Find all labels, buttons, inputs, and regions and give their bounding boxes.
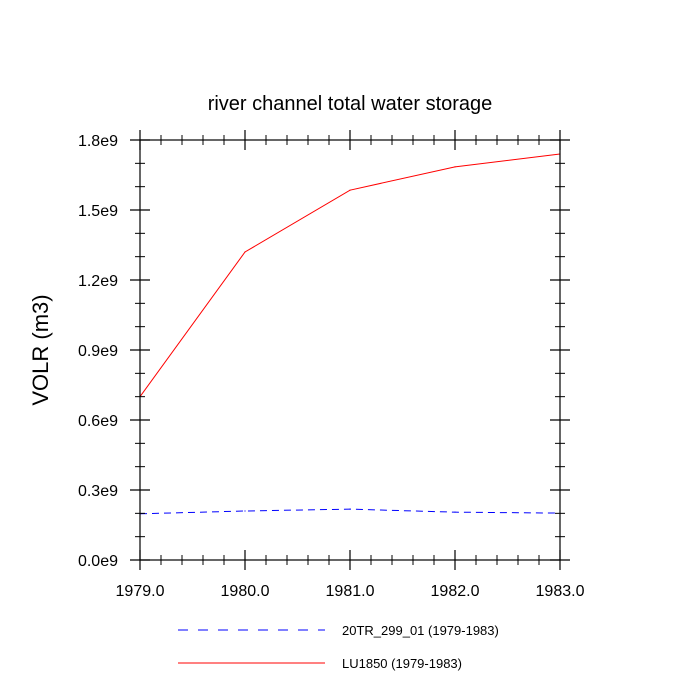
- y-tick-label: 0.6e9: [78, 413, 118, 430]
- plot-frame: [139, 139, 561, 561]
- legend-label-0: 20TR_299_01 (1979-1983): [342, 623, 499, 638]
- y-tick-label: 1.5e9: [78, 203, 118, 220]
- y-tick-label: 0.0e9: [78, 553, 118, 570]
- x-tick-label: 1979.0: [116, 583, 165, 600]
- y-axis-label: VOLR (m3): [28, 294, 53, 405]
- series-1-point-1: [244, 251, 246, 253]
- series-0-point-1: [244, 510, 246, 512]
- series-1-point-2: [349, 189, 351, 191]
- y-tick-label: 1.8e9: [78, 133, 118, 150]
- series-layer: [139, 153, 561, 515]
- series-0-point-3: [454, 511, 456, 513]
- x-tick-label: 1980.0: [221, 583, 270, 600]
- legend-label-1: LU1850 (1979-1983): [342, 656, 462, 671]
- series-line-0: [139, 508, 561, 515]
- x-tick-label: 1983.0: [536, 583, 585, 600]
- y-tick-label: 0.9e9: [78, 343, 118, 360]
- y-tick-label: 0.3e9: [78, 483, 118, 500]
- x-tick-label: 1982.0: [431, 583, 480, 600]
- series-0-point-2: [349, 508, 351, 510]
- y-tick-label: 1.2e9: [78, 273, 118, 290]
- legend: 20TR_299_01 (1979-1983) LU1850 (1979-1983…: [178, 623, 499, 671]
- x-tick-label: 1981.0: [326, 583, 375, 600]
- axes-layer: 1979.0 1980.0 1981.0 1982.0 1983.0 0.0e9 0.3e9…: [78, 130, 585, 600]
- series-1-point-3: [454, 166, 456, 168]
- chart-title: river channel total water storage: [208, 93, 493, 115]
